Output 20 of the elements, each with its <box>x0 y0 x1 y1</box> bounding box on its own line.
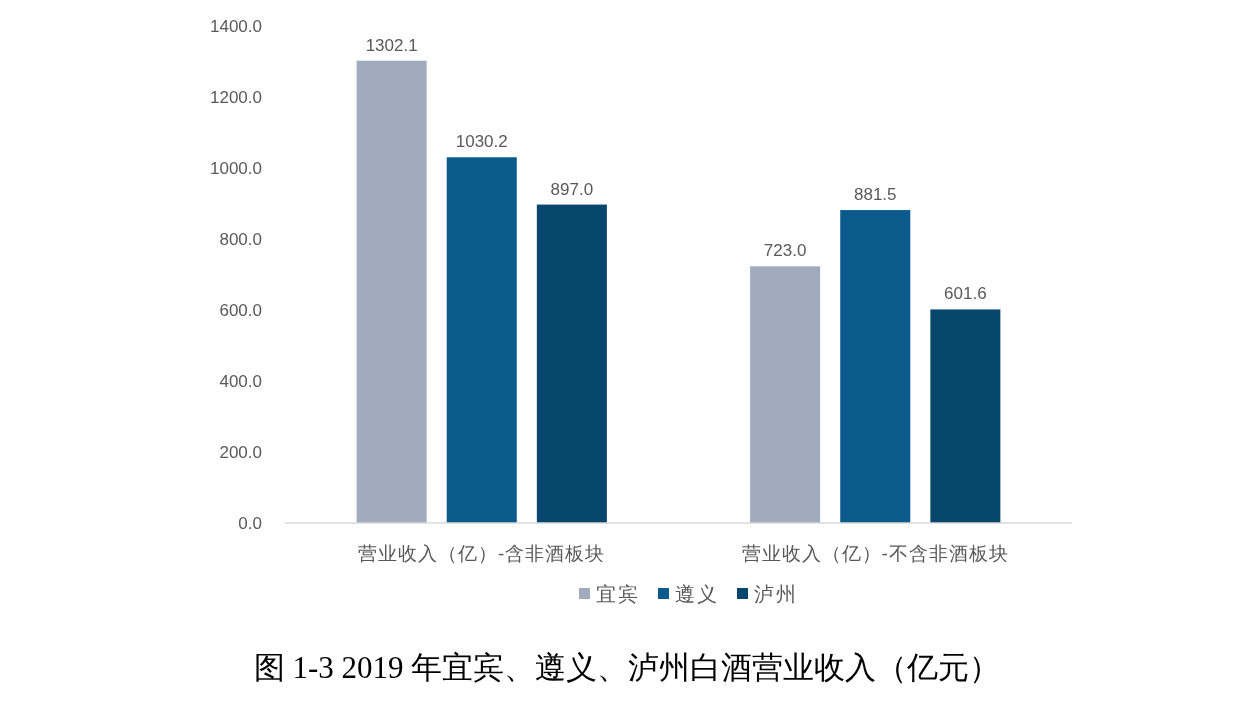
y-tick-label: 0.0 <box>238 514 262 533</box>
y-tick-label: 600.0 <box>219 301 262 320</box>
legend-label: 遵义 <box>675 583 719 605</box>
data-label: 601.6 <box>944 284 987 304</box>
y-tick-label: 400.0 <box>219 372 262 391</box>
y-tick-label: 200.0 <box>219 443 262 462</box>
x-tick-label: 营业收入（亿）-含非酒板块 <box>358 543 606 564</box>
data-label: 897.0 <box>550 179 594 199</box>
legend-label: 泸州 <box>754 583 798 605</box>
text: 图 1-3 2019 年宜宾、遵义、泸州白酒营业收入（亿元） <box>253 650 1001 685</box>
y-tick-label: 1200.0 <box>210 88 262 107</box>
legend-label: 宜宾 <box>596 583 640 605</box>
data-label: 881.5 <box>853 185 897 205</box>
x-tick-label: 营业收入（亿）-不含非酒板块 <box>741 543 1009 564</box>
data-label: 723.0 <box>763 241 807 261</box>
y-tick-label: 1000.0 <box>210 159 262 178</box>
y-tick-label: 1400.0 <box>210 17 262 36</box>
y-tick-label: 800.0 <box>219 230 262 249</box>
data-label: 1030.2 <box>455 132 508 152</box>
data-label: 1302.1 <box>365 35 418 55</box>
